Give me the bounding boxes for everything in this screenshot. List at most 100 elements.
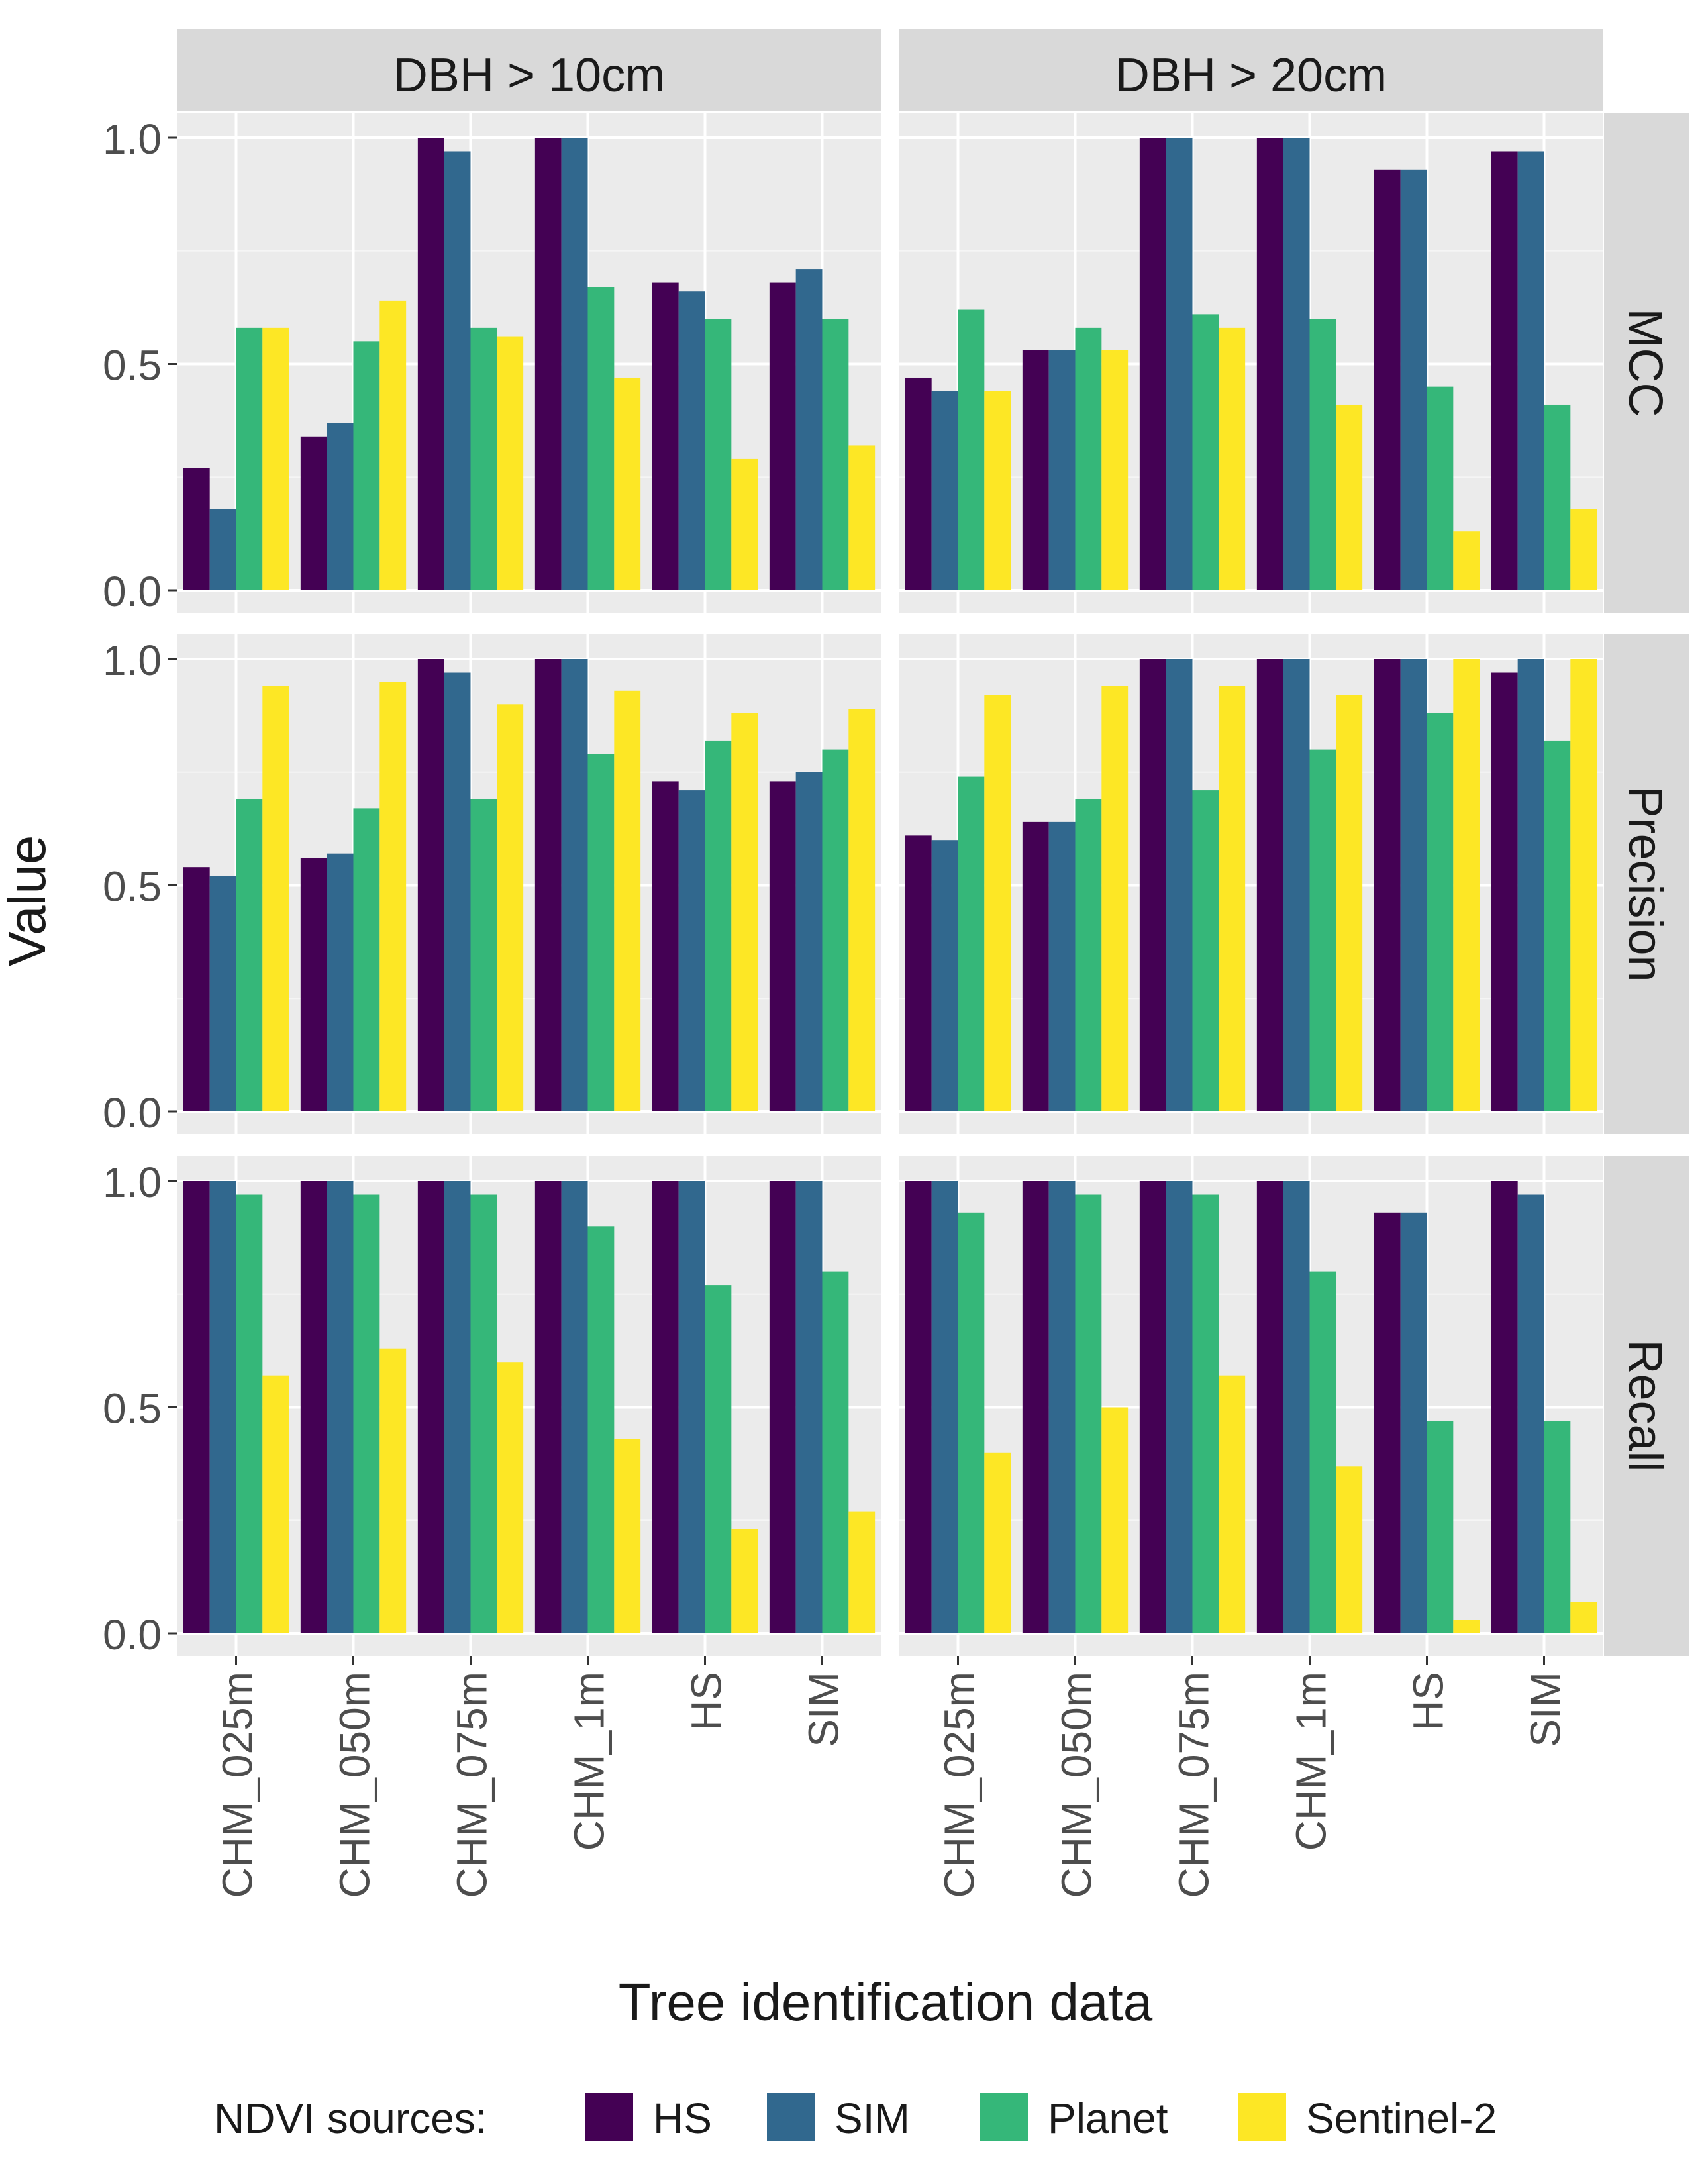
bar-planet [1309,749,1336,1111]
bar-hs [183,1181,210,1633]
bar-sim [1048,821,1076,1111]
bar-hs [534,659,562,1111]
facet-strip-row [1604,1156,1689,1656]
bar-planet [587,754,615,1111]
bar-sentinel-2 [497,704,524,1111]
bar-hs [652,781,679,1111]
bar-sentinel-2 [848,709,876,1111]
bar-hs [1139,659,1166,1111]
bar-planet [1075,799,1102,1111]
bar-sentinel-2 [614,1439,641,1633]
x-tick-label: SIM [1522,1672,1570,1747]
bar-hs [183,867,210,1111]
y-tick-label: 1.0 [103,1158,162,1206]
bar-sim [1400,1212,1427,1633]
facet-panel [899,634,1603,1134]
bar-planet [236,799,263,1111]
bar-sentinel-2 [262,1375,289,1633]
bar-sentinel-2 [1219,686,1246,1111]
y-tick-label: 0.0 [103,1611,162,1659]
bar-sim [1283,138,1310,590]
bar-hs [652,282,679,590]
x-axis-title: Tree identification data [619,1973,1153,2032]
bar-sentinel-2 [379,1348,407,1633]
bar-sim [795,1181,823,1633]
bar-sim [327,1181,354,1633]
legend: NDVI sources: HS SIM Planet Sentinel-2 [214,2093,1497,2142]
bar-hs [905,377,932,590]
x-tick-label: CHM_1m [566,1672,613,1851]
bar-sim [444,672,471,1111]
bar-planet [470,1194,497,1633]
x-tick-label: CHM_050m [331,1672,379,1898]
y-tick-label: 1.0 [103,115,162,163]
bar-sentinel-2 [1336,1466,1363,1633]
bar-sentinel-2 [1336,695,1363,1111]
bar-hs [1491,672,1518,1111]
bar-planet [587,1226,615,1633]
x-tick-label: CHM_075m [448,1672,496,1898]
x-tick-label: CHM_075m [1170,1672,1218,1898]
bar-sim [209,876,236,1111]
bar-sim [1517,1194,1544,1633]
bar-sim [1048,350,1076,590]
bar-sim [561,138,588,590]
bar-sim [931,840,958,1111]
bar-planet [822,319,849,590]
bar-sim [1166,138,1193,590]
y-axis-title: Value [0,835,56,967]
bar-hs [905,835,932,1111]
bar-sentinel-2 [1453,1620,1480,1633]
x-tick-label: CHM_025m [936,1672,983,1898]
bar-hs [300,858,327,1111]
y-tick-label: 0.0 [103,1089,162,1137]
bar-hs [652,1181,679,1633]
bar-planet [958,309,985,590]
bar-planet [1192,1194,1219,1633]
bar-planet [1544,740,1571,1111]
bar-planet [587,287,615,590]
x-tick-label: CHM_025m [214,1672,262,1898]
bar-planet [236,1194,263,1633]
legend-swatch-planet [980,2093,1028,2141]
bar-hs [1256,138,1283,590]
facet-strip-column [177,29,881,111]
bar-sim [209,1181,236,1633]
bar-sentinel-2 [614,377,641,590]
bar-hs [1139,138,1166,590]
bar-planet [236,327,263,590]
facet-panel [899,113,1603,613]
bar-sim [444,151,471,591]
bar-sentinel-2 [1101,1407,1129,1633]
bar-hs [183,468,210,590]
bar-planet [705,740,732,1111]
bar-sim [795,772,823,1111]
facet-strip-label: Precision [1619,786,1672,982]
bar-hs [905,1181,932,1633]
bar-sim [1283,659,1310,1111]
x-tick-label: HS [1405,1672,1452,1731]
bar-sentinel-2 [1570,659,1597,1111]
bar-sim [327,853,354,1111]
bar-hs [417,659,444,1111]
legend-item-label: Planet [1048,2094,1168,2142]
bar-sentinel-2 [1101,686,1129,1111]
bar-hs [300,436,327,590]
bar-hs [1491,1181,1518,1633]
bar-sentinel-2 [984,1452,1011,1633]
bar-sim [795,269,823,590]
bar-sim [931,391,958,590]
y-tick-label: 0.5 [103,863,162,911]
bar-sentinel-2 [731,713,758,1111]
legend-swatch-hs [585,2093,633,2141]
bar-hs [417,138,444,590]
bar-planet [1192,790,1219,1111]
bar-sentinel-2 [1570,509,1597,590]
bar-hs [417,1181,444,1633]
bar-sentinel-2 [731,458,758,590]
bar-planet [1075,1194,1102,1633]
bar-sim [678,790,705,1111]
bar-sentinel-2 [614,690,641,1111]
bar-sim [678,1181,705,1633]
bar-planet [1544,404,1571,590]
